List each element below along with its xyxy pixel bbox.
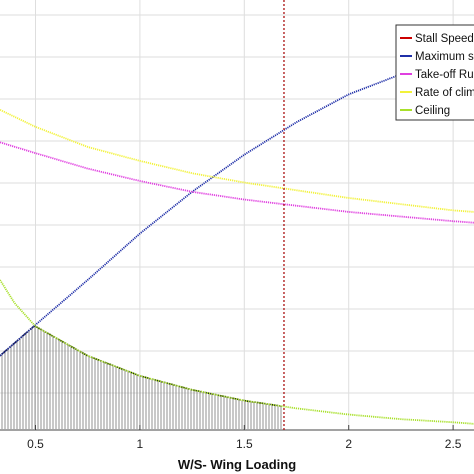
x-tick-label: 1 bbox=[137, 437, 144, 451]
feasible-region bbox=[0, 325, 283, 429]
grid bbox=[0, 0, 474, 431]
x-tick-label: 1.5 bbox=[236, 437, 253, 451]
series-line bbox=[0, 141, 474, 224]
x-tick-label: 0.5 bbox=[27, 437, 44, 451]
x-axis-title: W/S- Wing Loading bbox=[178, 457, 296, 472]
legend-box bbox=[395, 24, 474, 121]
legend-label: Take-off Ru bbox=[415, 69, 474, 81]
series-line bbox=[0, 57, 474, 357]
series-lines bbox=[0, 57, 474, 425]
x-tick-label: 2.5 bbox=[445, 437, 462, 451]
legend: Stall Speed Maximum s Take-off Ru Rate of c… bbox=[395, 24, 474, 121]
x-tick-labels: 0.5 1 1.5 2 2.5 bbox=[27, 425, 462, 451]
legend-label: Maximum s bbox=[415, 51, 474, 63]
legend-label: Stall Speed bbox=[415, 33, 474, 45]
series-line bbox=[0, 108, 474, 213]
x-tick-label: 2 bbox=[345, 437, 352, 451]
region-boundary bbox=[0, 325, 283, 407]
legend-label: Ceiling bbox=[415, 105, 450, 117]
series-line bbox=[0, 279, 474, 425]
legend-label: Rate of clim bbox=[415, 87, 474, 99]
